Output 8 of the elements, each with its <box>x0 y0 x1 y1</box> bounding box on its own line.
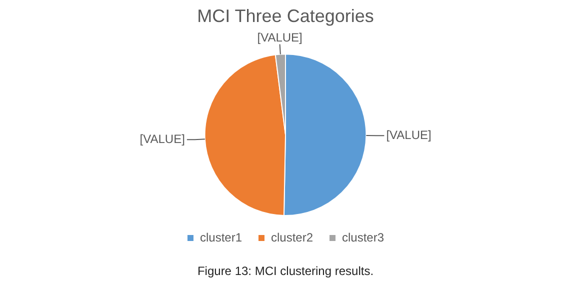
chart-title: MCI Three Categories <box>197 6 374 26</box>
data-label: [VALUE] <box>257 30 302 45</box>
data-label: [VALUE] <box>140 132 185 146</box>
data-label: [VALUE] <box>386 128 432 142</box>
legend-label: cluster3 <box>342 230 384 244</box>
legend-label: cluster2 <box>270 230 314 244</box>
legend-label: cluster1 <box>200 230 242 244</box>
caption: Figure 13: MCI clustering results. <box>196 264 375 278</box>
